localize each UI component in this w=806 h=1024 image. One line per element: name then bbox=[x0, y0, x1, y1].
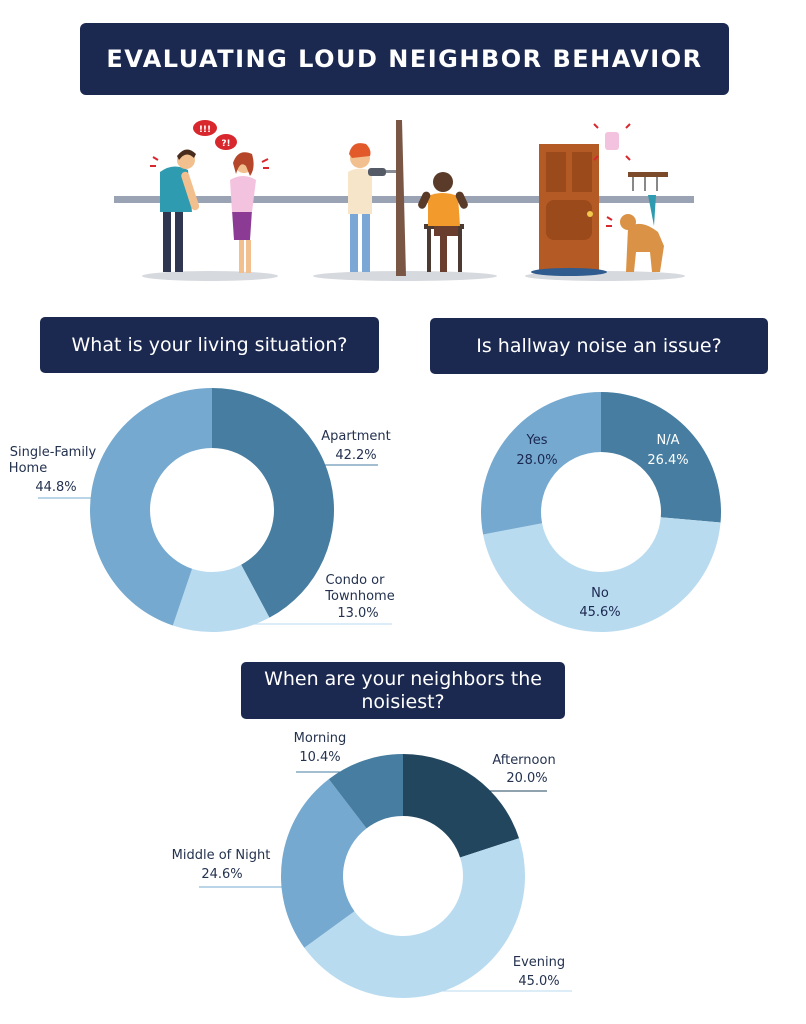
value-na: 26.4% bbox=[647, 453, 688, 468]
question-hallway-noise: Is hallway noise an issue? bbox=[430, 318, 768, 374]
speech-bubble-2: ?! bbox=[221, 139, 230, 149]
value-no: 45.6% bbox=[579, 605, 620, 620]
slice-no bbox=[483, 517, 721, 632]
doormat bbox=[531, 268, 607, 276]
speech-bubble-1: !!! bbox=[199, 125, 211, 135]
label-middle-of-night: Middle of Night bbox=[172, 848, 271, 863]
slice-afternoon bbox=[403, 754, 520, 858]
value-yes: 28.0% bbox=[516, 453, 557, 468]
label-condo-line2: Townhome bbox=[324, 589, 394, 604]
label-single-family-line2: Home bbox=[9, 461, 47, 476]
slice-morning bbox=[328, 754, 403, 829]
slice-single-family-home bbox=[89, 388, 212, 626]
value-middle-of-night: 24.6% bbox=[201, 867, 242, 882]
label-afternoon: Afternoon bbox=[492, 753, 555, 768]
slice-condo-townhome bbox=[172, 564, 270, 632]
slice-yes bbox=[481, 392, 601, 535]
question-living-situation: What is your living situation? bbox=[40, 317, 379, 373]
slice-apartment bbox=[212, 388, 334, 618]
label-no: No bbox=[591, 586, 609, 601]
slice-evening bbox=[304, 838, 525, 998]
infographic-title: EVALUATING LOUD NEIGHBOR BEHAVIOR bbox=[80, 23, 729, 95]
drilling-neighbor-figure bbox=[348, 120, 468, 276]
value-evening: 45.0% bbox=[518, 974, 559, 989]
value-morning: 10.4% bbox=[299, 750, 340, 765]
door-and-dog-figure bbox=[531, 123, 668, 276]
label-apartment: Apartment bbox=[321, 429, 391, 444]
label-condo-line1: Condo or bbox=[326, 573, 386, 588]
label-na: N/A bbox=[657, 433, 680, 448]
slice-na bbox=[601, 392, 721, 523]
value-single-family: 44.8% bbox=[35, 480, 76, 495]
value-afternoon: 20.0% bbox=[506, 771, 547, 786]
value-apartment: 42.2% bbox=[335, 448, 376, 463]
label-evening: Evening bbox=[513, 955, 565, 970]
label-single-family-line1: Single-Family bbox=[10, 445, 97, 460]
label-yes: Yes bbox=[526, 433, 548, 448]
question-noisiest-time: When are your neighbors the noisiest? bbox=[241, 662, 565, 719]
arguing-couple-figure: !!! ?! bbox=[150, 120, 269, 273]
wall-post bbox=[396, 120, 406, 276]
value-condo: 13.0% bbox=[337, 606, 378, 621]
slice-middle-of-night bbox=[281, 779, 367, 948]
neighbor-illustration: !!! ?! bbox=[114, 120, 694, 281]
doorbell-icon bbox=[605, 132, 619, 150]
label-morning: Morning bbox=[294, 731, 347, 746]
